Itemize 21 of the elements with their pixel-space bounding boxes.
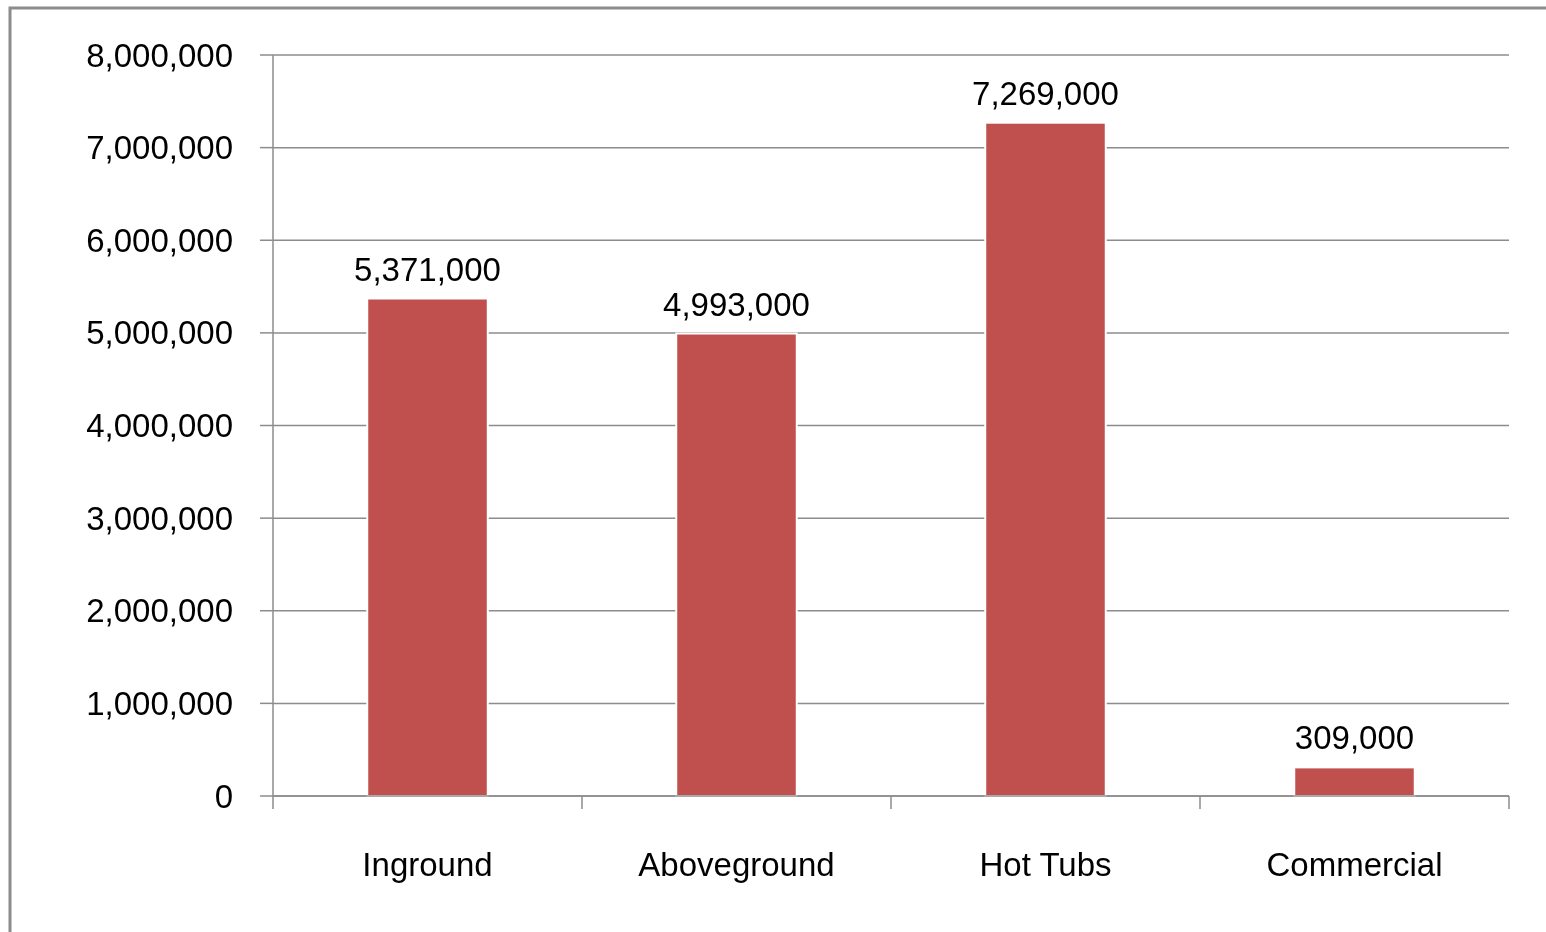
y-tick-label: 6,000,000: [86, 221, 233, 259]
data-label: 4,993,000: [663, 285, 810, 323]
y-tick-label: 5,000,000: [86, 314, 233, 352]
y-tick-label: 4,000,000: [86, 407, 233, 445]
y-tick-label: 8,000,000: [86, 36, 233, 74]
x-tick-label: Inground: [362, 846, 493, 883]
y-tick-label: 1,000,000: [86, 684, 233, 722]
bar: [984, 121, 1107, 797]
data-label: 309,000: [1294, 719, 1415, 757]
x-tick-label: Aboveground: [638, 846, 835, 883]
data-label: 7,269,000: [972, 74, 1119, 112]
y-tick-label: 2,000,000: [86, 592, 233, 630]
y-tick-label: 0: [214, 777, 233, 815]
data-label: 5,371,000: [354, 250, 501, 288]
bar: [366, 297, 489, 797]
x-tick-label: Hot Tubs: [979, 846, 1112, 883]
y-tick-label: 7,000,000: [86, 129, 233, 167]
bar: [1293, 766, 1416, 797]
x-tick-label: Commercial: [1266, 846, 1443, 883]
y-tick-label: 3,000,000: [86, 499, 233, 537]
bar: [675, 332, 798, 797]
